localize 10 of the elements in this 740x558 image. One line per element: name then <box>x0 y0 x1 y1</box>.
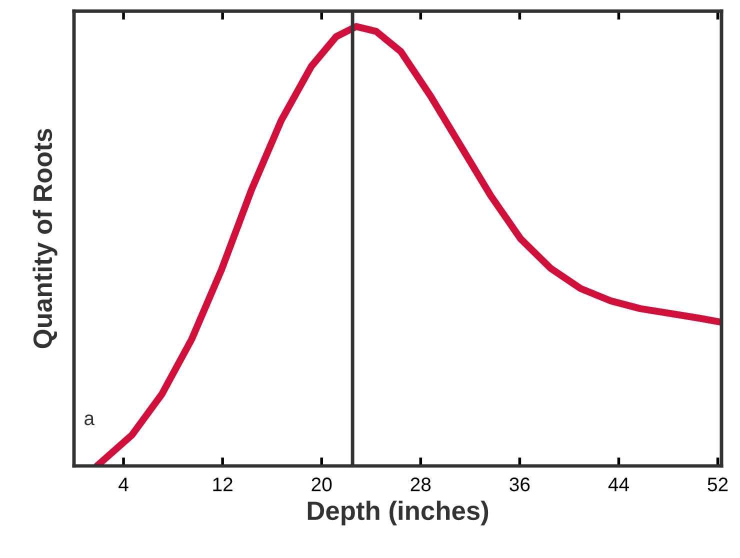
x-tick-label: 36 <box>510 478 530 492</box>
x-tick-label: 44 <box>608 478 629 492</box>
x-tick-label: 52 <box>708 478 728 492</box>
annotation: a <box>84 414 95 426</box>
x-tick-label: 28 <box>410 478 431 492</box>
x-tick-label: 4 <box>118 478 128 492</box>
x-tick-label: 20 <box>312 478 332 492</box>
x-axis-title: Depth (inches) <box>308 500 488 526</box>
x-tick-label: 12 <box>213 478 232 492</box>
y-axis-title: Quantity of Roots <box>32 128 58 348</box>
